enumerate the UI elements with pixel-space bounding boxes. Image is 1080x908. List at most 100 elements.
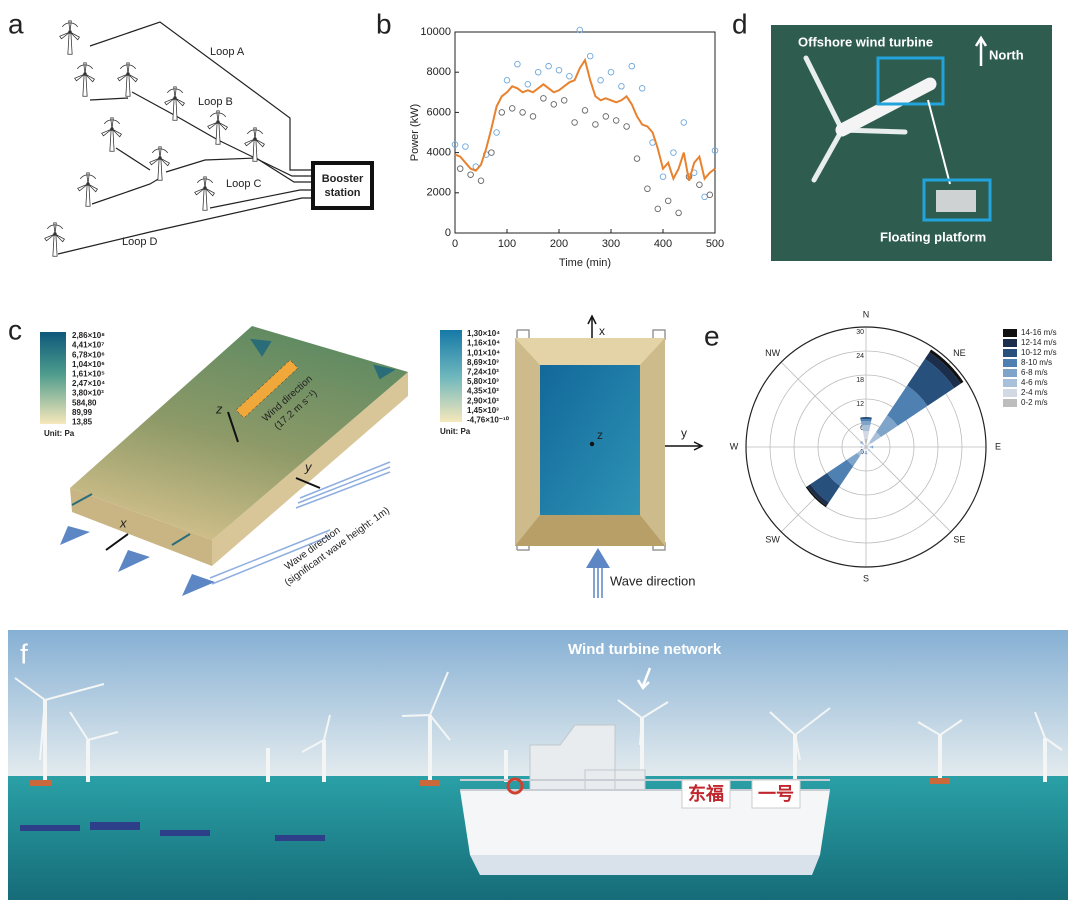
- colorbar-label: 89,99: [72, 408, 93, 417]
- data-point: [675, 209, 682, 217]
- data-point: [659, 173, 667, 180]
- data-point: [602, 113, 610, 120]
- grid-circle: [793, 374, 939, 520]
- data-point: [529, 113, 537, 120]
- rose-segment: [805, 486, 827, 508]
- grid-circle: [769, 350, 963, 544]
- y-tick-label: 2000: [427, 187, 451, 199]
- lifebuoy: [506, 777, 524, 795]
- data-point: [545, 62, 552, 70]
- data-point: [670, 149, 677, 156]
- direction-label: SW: [765, 535, 780, 545]
- rose-segment: [867, 442, 871, 446]
- data-point: [566, 72, 573, 80]
- grid-circle: [817, 398, 915, 496]
- turbine-icon: [117, 62, 138, 97]
- r-tick-label: 24: [856, 353, 864, 360]
- platform: [936, 190, 976, 212]
- data-point: [508, 105, 516, 112]
- mooring: [71, 338, 396, 546]
- direction-label: NE: [953, 348, 966, 358]
- y-tick-label: 4000: [427, 147, 451, 159]
- north-arrow: [974, 35, 988, 66]
- x-tick-label: 500: [706, 238, 724, 250]
- rose-segment: [865, 448, 867, 451]
- axis-label: z: [597, 428, 603, 442]
- annotation: Wind turbine network: [568, 641, 722, 658]
- legend-label: 6-8 m/s: [1021, 368, 1048, 377]
- turbine-blade: [14, 671, 1063, 761]
- data-point: [534, 68, 542, 76]
- data-point: [706, 191, 714, 199]
- data-point: [607, 68, 615, 76]
- colorbar: [440, 330, 462, 422]
- grid-circle: [745, 326, 987, 568]
- cable: [89, 21, 313, 171]
- legend-swatch: [1003, 359, 1017, 367]
- data-point: [638, 85, 646, 92]
- data-point: [451, 141, 459, 148]
- panel-label: b: [376, 8, 392, 39]
- wind-arrow: [235, 359, 299, 419]
- wave-label: (significant wave height: 1m): [283, 505, 392, 588]
- bevel: [515, 338, 665, 365]
- rose-segment: [847, 453, 860, 466]
- data-point: [576, 26, 584, 34]
- cable: [115, 147, 313, 183]
- boat-hull: [470, 855, 820, 875]
- data-point: [711, 147, 719, 154]
- rose-segment: [887, 385, 928, 426]
- legend-swatch: [1003, 369, 1017, 377]
- legend-swatch: [1003, 349, 1017, 357]
- data-point: [597, 76, 604, 84]
- highlight-box: [876, 56, 945, 106]
- turbine-tower: [43, 700, 1047, 782]
- colorbar-label: 4,41×10⁷: [72, 341, 104, 350]
- booster-box: [311, 161, 374, 210]
- rose-segment: [864, 450, 868, 453]
- legend-swatch: [1003, 339, 1017, 347]
- wave-label: Wave direction: [610, 573, 696, 588]
- box-face: [212, 372, 408, 566]
- colorbar-label: 1,45×10³: [467, 406, 499, 415]
- data-point: [467, 171, 474, 178]
- colorbar-label: 2,90×10³: [467, 396, 499, 405]
- r-tick-label: 12: [856, 401, 864, 408]
- rose-segment: [867, 446, 870, 448]
- x-axis-label: Time (min): [559, 257, 611, 269]
- rose-segment: [867, 448, 870, 451]
- colorbar-labels: 2,86×10⁸4,41×10⁷6,78×10⁶1,04×10⁶1,61×10⁵…: [72, 331, 105, 426]
- sign: [681, 779, 731, 809]
- legend-label: 10-12 m/s: [1021, 348, 1057, 357]
- direction-label: N: [863, 309, 870, 319]
- rose-segment: [864, 447, 866, 449]
- data-point: [644, 185, 651, 193]
- connector: [927, 99, 951, 185]
- data-point: [493, 129, 500, 136]
- wave-arrow: [593, 566, 603, 598]
- panel-c-left: 2,86×10⁸4,41×10⁷6,78×10⁶1,04×10⁶1,61×10⁵…: [40, 326, 408, 596]
- data-point: [462, 143, 469, 150]
- colorbar: [40, 332, 66, 424]
- data-point: [592, 121, 599, 128]
- rose-segment: [861, 442, 864, 445]
- rose-segment: [866, 445, 868, 447]
- platform-label: Floating platform: [880, 229, 986, 244]
- direction-label: SE: [953, 535, 965, 545]
- axis-origin: [589, 441, 595, 447]
- axis-label: z: [215, 401, 223, 416]
- cable: [91, 177, 161, 205]
- rose-segment: [864, 446, 866, 448]
- rose-segment: [869, 445, 872, 449]
- direction-label: E: [995, 441, 1001, 451]
- axis-label: x: [119, 515, 127, 530]
- data-point: [623, 123, 630, 130]
- r-tick-label: 30: [856, 329, 864, 336]
- rose-segment: [861, 424, 871, 432]
- cable: [209, 189, 313, 209]
- data-point: [560, 97, 568, 104]
- loop-label: Loop C: [226, 178, 262, 190]
- nacelle: [835, 77, 937, 137]
- station-label: station: [324, 187, 360, 199]
